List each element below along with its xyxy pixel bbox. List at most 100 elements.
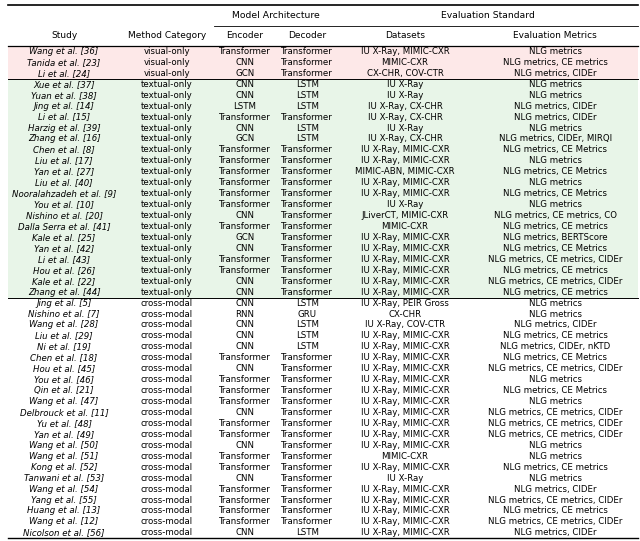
Text: cross-modal: cross-modal: [141, 506, 193, 516]
Text: IU X-Ray, MIMIC-CXR: IU X-Ray, MIMIC-CXR: [361, 266, 449, 275]
Text: Decoder: Decoder: [288, 31, 326, 41]
Text: NLG metrics, CE Metrics: NLG metrics, CE Metrics: [503, 146, 607, 154]
Text: NLG metrics, CE metrics, CIDEr: NLG metrics, CE metrics, CIDEr: [488, 408, 622, 417]
Text: Transformer: Transformer: [282, 178, 333, 187]
Text: IU X-Ray: IU X-Ray: [387, 91, 423, 100]
Text: CNN: CNN: [236, 320, 255, 329]
Bar: [8, 407, 638, 418]
Text: IU X-Ray, MIMIC-CXR: IU X-Ray, MIMIC-CXR: [361, 47, 449, 56]
Text: CNN: CNN: [236, 276, 255, 286]
Bar: [8, 46, 638, 57]
Text: IU X-Ray, MIMIC-CXR: IU X-Ray, MIMIC-CXR: [361, 408, 449, 417]
Text: Dalla Serra et al. [41]: Dalla Serra et al. [41]: [18, 222, 111, 231]
Bar: [8, 188, 638, 199]
Text: Transformer: Transformer: [219, 386, 271, 395]
Text: Delbrouck et al. [11]: Delbrouck et al. [11]: [20, 408, 109, 417]
Text: Transformer: Transformer: [282, 430, 333, 439]
Text: NLG metrics, CE Metrics: NLG metrics, CE Metrics: [503, 189, 607, 198]
Text: LSTM: LSTM: [296, 123, 319, 133]
Text: IU X-Ray, MIMIC-CXR: IU X-Ray, MIMIC-CXR: [361, 496, 449, 505]
Text: Yang et al. [55]: Yang et al. [55]: [31, 496, 97, 505]
Text: CNN: CNN: [236, 342, 255, 351]
Text: Transformer: Transformer: [282, 506, 333, 516]
Text: IU X-Ray, MIMIC-CXR: IU X-Ray, MIMIC-CXR: [361, 332, 449, 340]
Bar: [8, 79, 638, 90]
Text: Chen et al. [18]: Chen et al. [18]: [31, 353, 98, 362]
Text: GCN: GCN: [236, 233, 255, 242]
Text: NLG metrics, CE metrics, CIDEr: NLG metrics, CE metrics, CIDEr: [488, 276, 622, 286]
Text: Zhang et al. [16]: Zhang et al. [16]: [28, 135, 100, 143]
Text: textual-only: textual-only: [141, 189, 193, 198]
Text: CNN: CNN: [236, 473, 255, 483]
Text: NLG metrics, CIDEr, nKTD: NLG metrics, CIDEr, nKTD: [500, 342, 610, 351]
Text: Transformer: Transformer: [219, 113, 271, 122]
Text: MIMIC-ABN, MIMIC-CXR: MIMIC-ABN, MIMIC-CXR: [355, 167, 455, 176]
Text: CNN: CNN: [236, 299, 255, 308]
Text: IU X-Ray, MIMIC-CXR: IU X-Ray, MIMIC-CXR: [361, 276, 449, 286]
Text: cross-modal: cross-modal: [141, 332, 193, 340]
Bar: [8, 418, 638, 429]
Text: Transformer: Transformer: [282, 146, 333, 154]
Text: Li et al. [24]: Li et al. [24]: [38, 69, 90, 78]
Text: NLG metrics, CE metrics: NLG metrics, CE metrics: [502, 288, 607, 296]
Text: Transformer: Transformer: [282, 200, 333, 209]
Text: NLG metrics, CIDEr: NLG metrics, CIDEr: [514, 102, 596, 111]
Text: Transformer: Transformer: [219, 375, 271, 384]
Text: textual-only: textual-only: [141, 266, 193, 275]
Text: cross-modal: cross-modal: [141, 397, 193, 406]
Text: Liu et al. [40]: Liu et al. [40]: [35, 178, 93, 187]
Text: CNN: CNN: [236, 364, 255, 373]
Bar: [8, 134, 638, 144]
Bar: [8, 320, 638, 331]
Text: textual-only: textual-only: [141, 233, 193, 242]
Bar: [8, 527, 638, 538]
Text: Yan et al. [49]: Yan et al. [49]: [34, 430, 94, 439]
Text: Transformer: Transformer: [219, 430, 271, 439]
Text: Hou et al. [45]: Hou et al. [45]: [33, 364, 95, 373]
Text: GCN: GCN: [236, 135, 255, 143]
Text: CNN: CNN: [236, 80, 255, 89]
Text: Transformer: Transformer: [282, 233, 333, 242]
Text: NLG metrics, CE Metrics: NLG metrics, CE Metrics: [503, 353, 607, 362]
Text: Transformer: Transformer: [219, 167, 271, 176]
Text: Transformer: Transformer: [219, 200, 271, 209]
Text: textual-only: textual-only: [141, 178, 193, 187]
Text: Nicolson et al. [56]: Nicolson et al. [56]: [24, 529, 105, 537]
Text: NLG metrics: NLG metrics: [529, 397, 582, 406]
Text: IU X-Ray, COV-CTR: IU X-Ray, COV-CTR: [365, 320, 445, 329]
Text: Harzig et al. [39]: Harzig et al. [39]: [28, 123, 100, 133]
Text: CNN: CNN: [236, 211, 255, 220]
Text: Transformer: Transformer: [219, 178, 271, 187]
Bar: [8, 68, 638, 79]
Text: Transformer: Transformer: [282, 419, 333, 428]
Text: Transformer: Transformer: [219, 452, 271, 461]
Text: IU X-Ray: IU X-Ray: [387, 200, 423, 209]
Text: Wang et al. [12]: Wang et al. [12]: [29, 517, 99, 526]
Text: cross-modal: cross-modal: [141, 517, 193, 526]
Text: Transformer: Transformer: [219, 266, 271, 275]
Bar: [8, 517, 638, 527]
Text: NLG metrics, CIDEr, MIRQI: NLG metrics, CIDEr, MIRQI: [499, 135, 612, 143]
Text: NLG metrics, CE metrics, CIDEr: NLG metrics, CE metrics, CIDEr: [488, 364, 622, 373]
Text: visual-only: visual-only: [143, 58, 190, 67]
Text: Transformer: Transformer: [219, 419, 271, 428]
Text: Transformer: Transformer: [282, 276, 333, 286]
Text: Transformer: Transformer: [219, 463, 271, 472]
Text: Transformer: Transformer: [219, 506, 271, 516]
Text: IU X-Ray, MIMIC-CXR: IU X-Ray, MIMIC-CXR: [361, 386, 449, 395]
Text: LSTM: LSTM: [296, 91, 319, 100]
Text: Encoder: Encoder: [227, 31, 264, 41]
Text: cross-modal: cross-modal: [141, 496, 193, 505]
Text: NLG metrics, CE metrics, CIDEr: NLG metrics, CE metrics, CIDEr: [488, 496, 622, 505]
Text: IU X-Ray, MIMIC-CXR: IU X-Ray, MIMIC-CXR: [361, 529, 449, 537]
Text: cross-modal: cross-modal: [141, 386, 193, 395]
Bar: [8, 177, 638, 188]
Text: Transformer: Transformer: [219, 47, 271, 56]
Text: IU X-Ray, CX-CHR: IU X-Ray, CX-CHR: [368, 113, 443, 122]
Bar: [8, 123, 638, 134]
Text: Transformer: Transformer: [282, 485, 333, 493]
Text: Transformer: Transformer: [282, 386, 333, 395]
Text: NLG metrics, CIDEr: NLG metrics, CIDEr: [514, 485, 596, 493]
Text: textual-only: textual-only: [141, 167, 193, 176]
Text: textual-only: textual-only: [141, 255, 193, 264]
